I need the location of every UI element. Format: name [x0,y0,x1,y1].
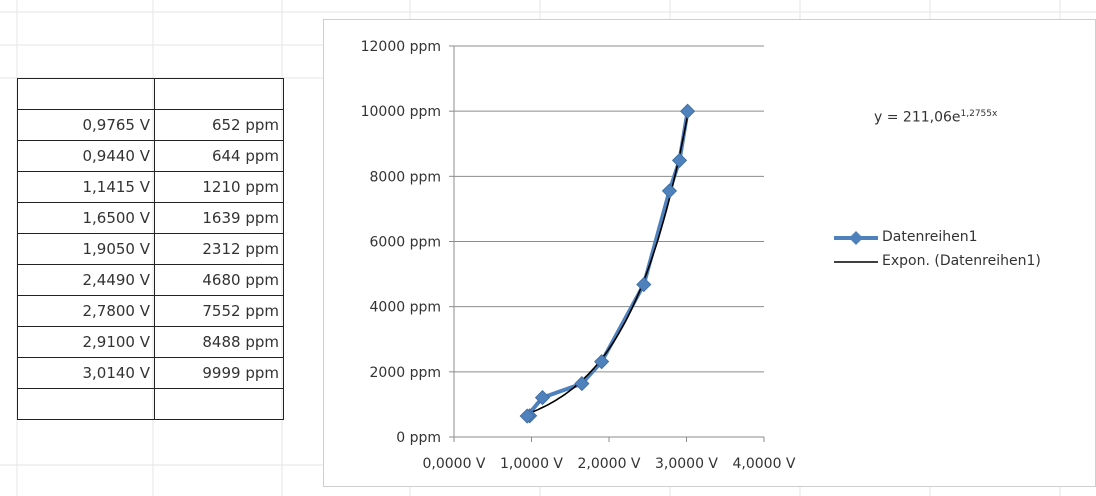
data-point[interactable] [519,408,535,424]
trendline-equation: y = 211,06e1,2755x [874,109,997,126]
table-row: 1,9050 V 2312 ppm [17,233,284,265]
chart-plot: 0 ppm 2000 ppm 4000 ppm 6000 ppm 8000 ppm 100… [361,39,796,472]
voltage-cell[interactable] [17,388,155,420]
y-tick-label: 4000 ppm [370,300,442,316]
ppm-cell[interactable] [154,388,284,420]
ppm-cell[interactable]: 1210 ppm [154,171,284,203]
data-point[interactable] [671,152,688,168]
ppm-cell[interactable]: 2312 ppm [154,233,284,265]
voltage-cell[interactable]: 1,1415 V [17,171,155,203]
equation-exponent: 1,2755x [960,109,998,119]
ppm-cell[interactable]: 9999 ppm [154,357,284,389]
table-row: 2,7800 V 7552 ppm [17,295,284,327]
voltage-cell[interactable]: 2,7800 V [17,295,155,327]
voltage-cell[interactable]: 1,6500 V [17,202,155,234]
series-line [525,110,690,419]
table-row: 1,6500 V 1639 ppm [17,202,284,234]
table-row [17,78,284,110]
data-point[interactable] [594,354,610,370]
x-tick-label: 2,0000 V [577,456,640,472]
table-row: 2,4490 V 4680 ppm [17,264,284,296]
voltage-cell[interactable]: 1,9050 V [17,233,155,265]
trendline [526,115,689,415]
ppm-cell[interactable]: 652 ppm [154,109,284,141]
data-point[interactable] [680,103,696,119]
voltage-cell[interactable]: 0,9765 V [17,109,155,141]
data-point[interactable] [574,376,590,392]
y-tick-label: 8000 ppm [370,169,442,185]
voltage-cell[interactable]: 3,0140 V [17,357,155,389]
ppm-cell[interactable] [154,78,284,110]
ppm-cell[interactable]: 4680 ppm [154,264,284,296]
data-point[interactable] [661,183,678,199]
legend-line-icon [834,261,878,263]
voltage-cell[interactable] [17,78,155,110]
x-tick-label: 4,0000 V [732,456,795,472]
ppm-cell[interactable]: 7552 ppm [154,295,284,327]
x-tick-label: 0,0000 V [422,456,485,472]
table-row: 3,0140 V 9999 ppm [17,357,284,389]
table-row: 1,1415 V 1210 ppm [17,171,284,203]
data-point[interactable] [534,390,551,406]
y-tick-label: 6000 ppm [370,235,442,251]
legend-diamond-marker-icon [834,231,878,245]
table-row: 0,9765 V 652 ppm [17,109,284,141]
legend-label-trendline: Expon. (Datenreihen1) [882,253,1041,269]
y-tick-label: 0 ppm [396,430,441,446]
ppm-cell[interactable]: 8488 ppm [154,326,284,358]
data-table: 0,9765 V 652 ppm 0,9440 V 644 ppm 1,1415 V 12… [17,78,284,420]
voltage-cell[interactable]: 0,9440 V [17,140,155,172]
table-row [17,388,284,420]
y-tick-label: 10000 ppm [361,104,441,120]
y-tick-label: 2000 ppm [370,365,442,381]
y-tick-label: 12000 ppm [361,39,441,55]
data-point[interactable] [636,276,652,293]
ppm-cell[interactable]: 1639 ppm [154,202,284,234]
chart-panel[interactable]: 0 ppm 2000 ppm 4000 ppm 6000 ppm 8000 ppm 100… [323,19,1096,487]
table-row: 0,9440 V 644 ppm [17,140,284,172]
ppm-cell[interactable]: 644 ppm [154,140,284,172]
x-tick-label: 1,0000 V [500,456,563,472]
voltage-cell[interactable]: 2,9100 V [17,326,155,358]
legend-label-series: Datenreihen1 [882,229,978,245]
x-tick-label: 3,0000 V [655,456,718,472]
equation-base: y = 211,06e [874,109,961,126]
table-row: 2,9100 V 8488 ppm [17,326,284,358]
voltage-cell[interactable]: 2,4490 V [17,264,155,296]
